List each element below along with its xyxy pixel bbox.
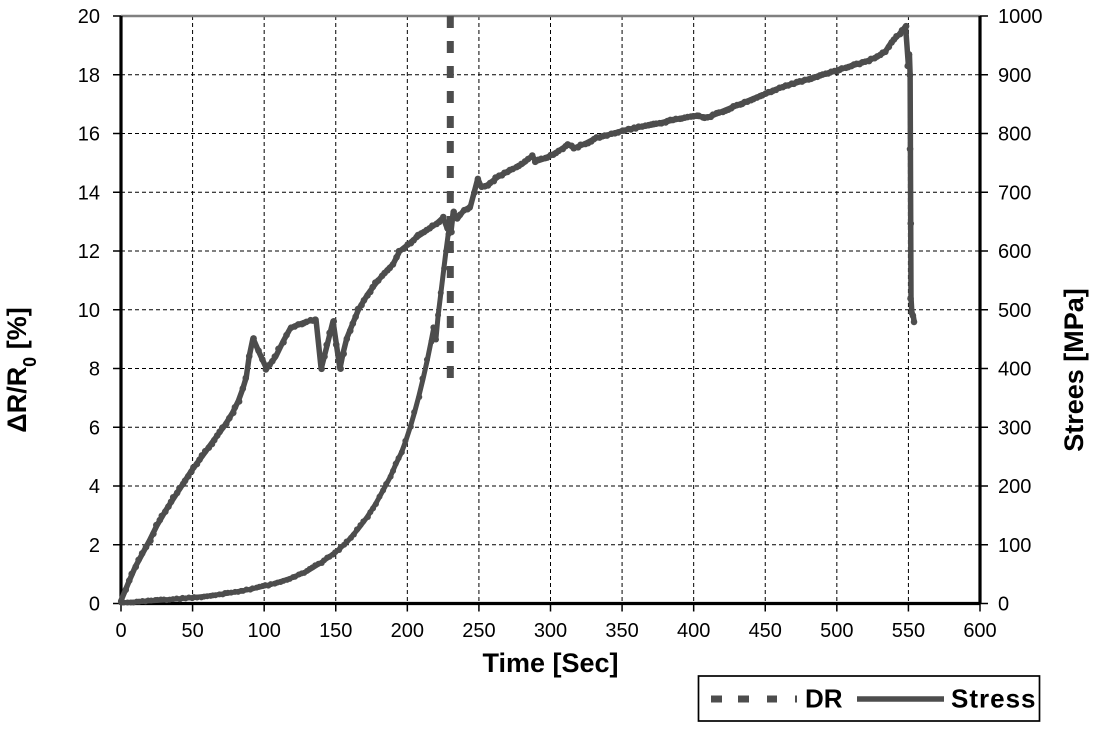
svg-text:550: 550 [892, 620, 925, 642]
svg-text:350: 350 [605, 620, 638, 642]
svg-text:6: 6 [89, 417, 100, 439]
svg-text:DR: DR [805, 684, 843, 714]
svg-text:Strees [MPa]: Strees [MPa] [1059, 288, 1089, 452]
svg-text:2: 2 [89, 535, 100, 557]
svg-text:600: 600 [998, 241, 1031, 263]
svg-text:20: 20 [78, 6, 100, 28]
svg-text:700: 700 [998, 182, 1031, 204]
svg-text:400: 400 [998, 359, 1031, 381]
svg-text:18: 18 [78, 65, 100, 87]
svg-text:500: 500 [820, 620, 853, 642]
svg-text:0: 0 [115, 620, 126, 642]
svg-text:Time [Sec]: Time [Sec] [482, 648, 618, 678]
svg-text:600: 600 [963, 620, 996, 642]
svg-text:100: 100 [247, 620, 280, 642]
svg-text:0: 0 [89, 594, 100, 616]
svg-text:0: 0 [998, 594, 1009, 616]
svg-text:400: 400 [677, 620, 710, 642]
svg-text:500: 500 [998, 300, 1031, 322]
svg-text:450: 450 [749, 620, 782, 642]
svg-text:800: 800 [998, 124, 1031, 146]
svg-text:12: 12 [78, 241, 100, 263]
svg-text:900: 900 [998, 65, 1031, 87]
svg-text:14: 14 [78, 182, 100, 204]
svg-text:1000: 1000 [998, 6, 1043, 28]
svg-text:250: 250 [462, 620, 495, 642]
svg-text:150: 150 [319, 620, 352, 642]
svg-text:4: 4 [89, 476, 100, 498]
svg-text:Stress: Stress [951, 684, 1037, 714]
svg-text:ΔR/R0 [%]: ΔR/R0 [%] [2, 307, 40, 432]
svg-text:10: 10 [78, 300, 100, 322]
svg-text:200: 200 [998, 476, 1031, 498]
svg-text:16: 16 [78, 124, 100, 146]
svg-text:200: 200 [391, 620, 424, 642]
svg-text:100: 100 [998, 535, 1031, 557]
svg-text:300: 300 [998, 417, 1031, 439]
svg-text:300: 300 [534, 620, 567, 642]
svg-text:8: 8 [89, 359, 100, 381]
svg-text:50: 50 [181, 620, 203, 642]
